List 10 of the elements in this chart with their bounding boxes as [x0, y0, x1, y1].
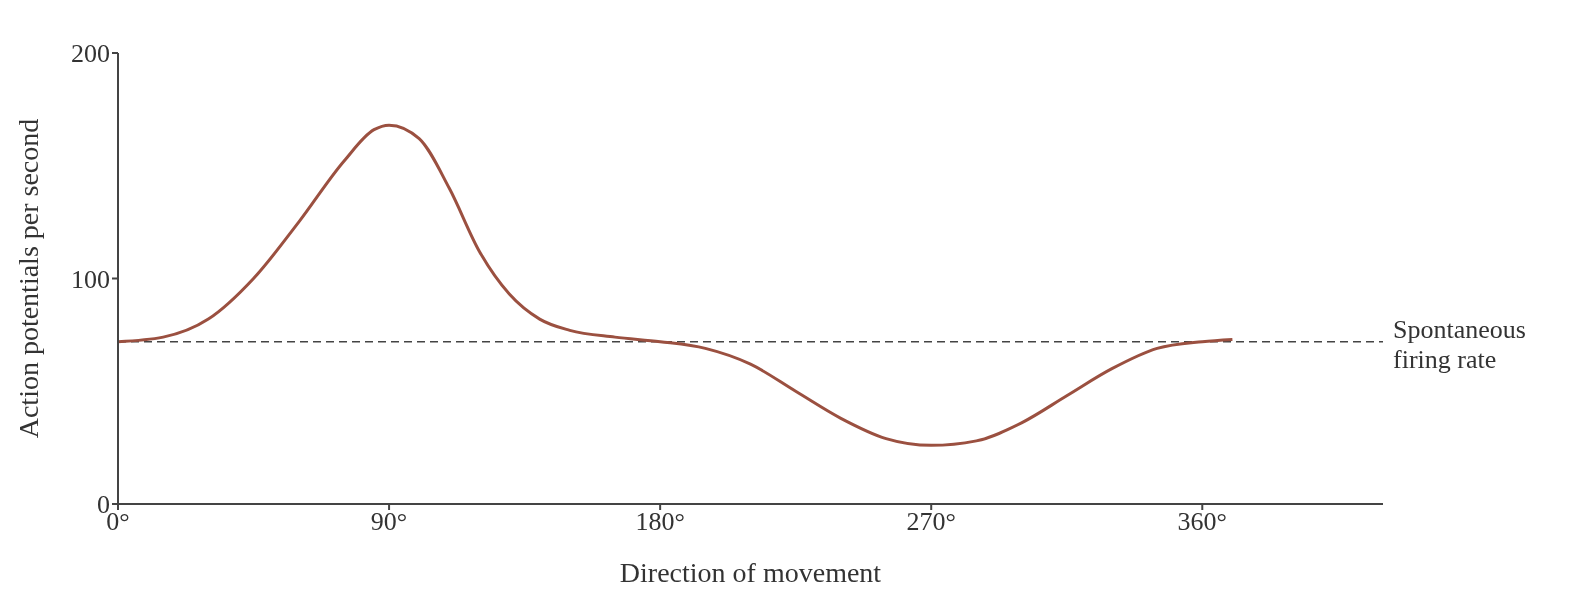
- x-axis-title: Direction of movement: [619, 557, 882, 588]
- y-tick-label: 200: [71, 39, 110, 69]
- x-tick-label: 270°: [906, 507, 956, 537]
- y-tick-label: 100: [71, 264, 110, 294]
- y-axis-title: Action potentials per second: [12, 118, 44, 439]
- x-tick-label: 90°: [370, 507, 408, 537]
- x-tick-label: 360°: [1177, 507, 1227, 537]
- ref-line-label: Spontaneous firing rate: [1393, 314, 1526, 374]
- line-series: [118, 123, 1234, 447]
- x-tick-label: 180°: [635, 507, 685, 537]
